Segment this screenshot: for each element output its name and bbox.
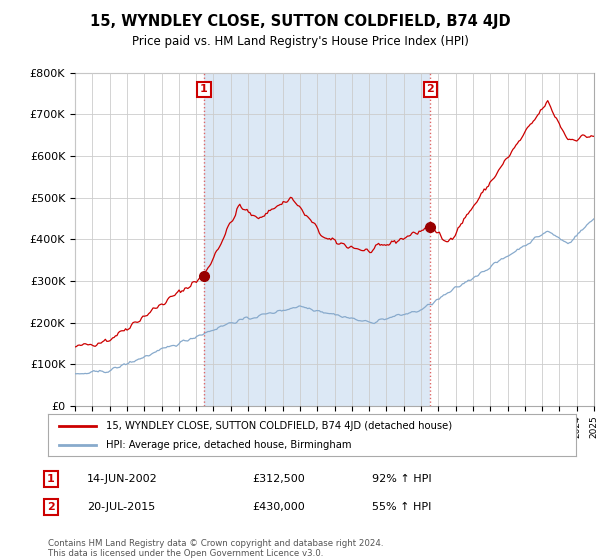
Text: HPI: Average price, detached house, Birmingham: HPI: Average price, detached house, Birm… — [106, 440, 352, 450]
Text: 20-JUL-2015: 20-JUL-2015 — [87, 502, 155, 512]
Text: 2: 2 — [427, 85, 434, 95]
Text: 15, WYNDLEY CLOSE, SUTTON COLDFIELD, B74 4JD (detached house): 15, WYNDLEY CLOSE, SUTTON COLDFIELD, B74… — [106, 421, 452, 431]
Text: 14-JUN-2002: 14-JUN-2002 — [87, 474, 158, 484]
Text: 55% ↑ HPI: 55% ↑ HPI — [372, 502, 431, 512]
Text: £312,500: £312,500 — [252, 474, 305, 484]
Text: 1: 1 — [200, 85, 208, 95]
Text: Contains HM Land Registry data © Crown copyright and database right 2024.
This d: Contains HM Land Registry data © Crown c… — [48, 539, 383, 558]
Text: £430,000: £430,000 — [252, 502, 305, 512]
Text: 15, WYNDLEY CLOSE, SUTTON COLDFIELD, B74 4JD: 15, WYNDLEY CLOSE, SUTTON COLDFIELD, B74… — [89, 14, 511, 29]
Text: Price paid vs. HM Land Registry's House Price Index (HPI): Price paid vs. HM Land Registry's House … — [131, 35, 469, 48]
Text: 1: 1 — [47, 474, 55, 484]
Text: 2: 2 — [47, 502, 55, 512]
Bar — [204, 73, 430, 406]
Text: 92% ↑ HPI: 92% ↑ HPI — [372, 474, 431, 484]
